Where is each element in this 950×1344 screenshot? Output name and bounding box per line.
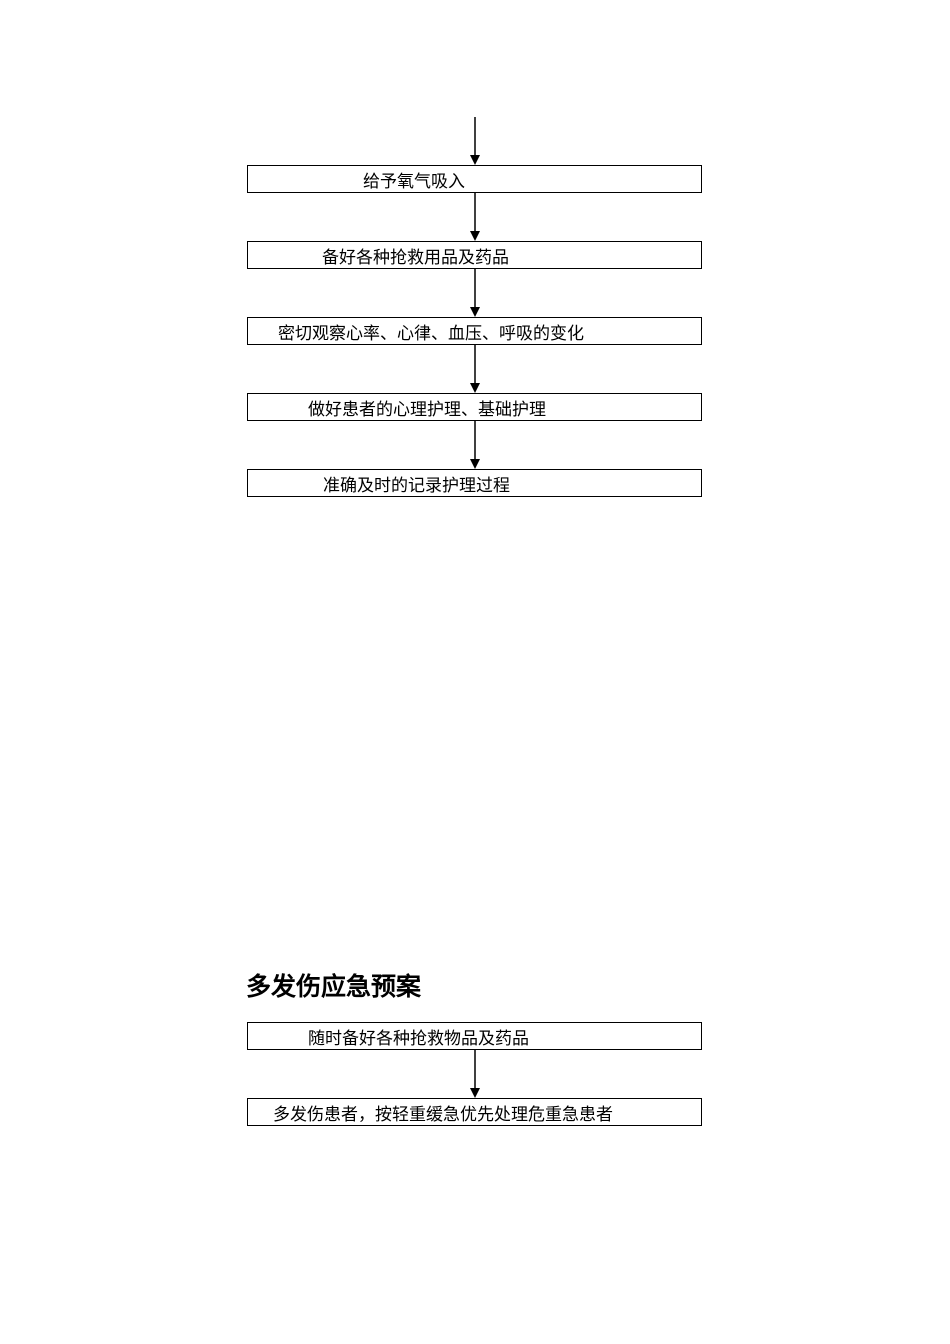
arrow-connector	[247, 1050, 702, 1098]
flowchart-2: 随时备好各种抢救物品及药品 多发伤患者，按轻重缓急优先处理危重急患者	[247, 1022, 702, 1126]
flow-box-label: 随时备好各种抢救物品及药品	[308, 1024, 529, 1049]
flow-box-3: 密切观察心率、心律、血压、呼吸的变化	[247, 317, 702, 345]
arrow-down-icon	[465, 1050, 485, 1098]
flow-box-label: 密切观察心率、心律、血压、呼吸的变化	[278, 319, 584, 344]
arrow-down-icon	[465, 193, 485, 241]
flow-box-label: 备好各种抢救用品及药品	[322, 243, 509, 268]
flow-box-label: 准确及时的记录护理过程	[323, 471, 510, 496]
arrow-connector	[247, 421, 702, 469]
arrow-down-icon	[465, 421, 485, 469]
arrow-connector	[247, 117, 702, 165]
flowchart-1: 给予氧气吸入 备好各种抢救用品及药品 密切观察心率、心律、血压、呼吸的变化 做好…	[247, 117, 702, 497]
flow-box-1: 给予氧气吸入	[247, 165, 702, 193]
flow-box-6: 随时备好各种抢救物品及药品	[247, 1022, 702, 1050]
section-heading: 多发伤应急预案	[246, 967, 421, 1003]
arrow-connector	[247, 269, 702, 317]
arrow-connector	[247, 193, 702, 241]
flow-box-4: 做好患者的心理护理、基础护理	[247, 393, 702, 421]
arrow-down-icon	[465, 117, 485, 165]
flow-box-label: 多发伤患者，按轻重缓急优先处理危重急患者	[273, 1100, 613, 1125]
flow-box-5: 准确及时的记录护理过程	[247, 469, 702, 497]
arrow-down-icon	[465, 345, 485, 393]
flow-box-label: 给予氧气吸入	[363, 167, 465, 192]
arrow-connector	[247, 345, 702, 393]
heading-text: 多发伤应急预案	[246, 973, 421, 1001]
flow-box-2: 备好各种抢救用品及药品	[247, 241, 702, 269]
arrow-down-icon	[465, 269, 485, 317]
flow-box-label: 做好患者的心理护理、基础护理	[308, 395, 546, 420]
flow-box-7: 多发伤患者，按轻重缓急优先处理危重急患者	[247, 1098, 702, 1126]
